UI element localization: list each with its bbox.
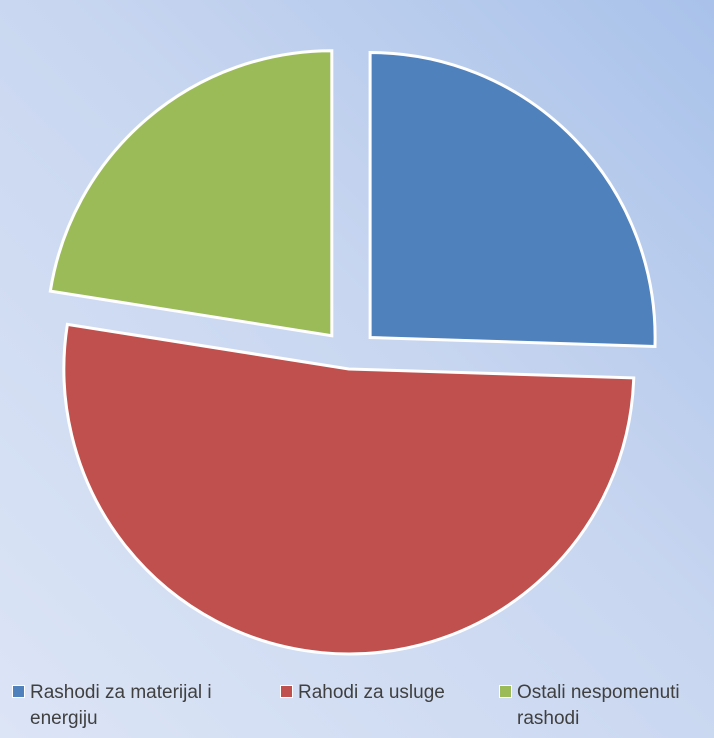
- legend-swatch-red: [280, 685, 293, 698]
- slice-usluge: [62, 322, 636, 656]
- legend-label-usluge: Rahodi za usluge: [298, 682, 445, 703]
- legend-item-ostali: Ostali nespomenuti rashodi: [499, 680, 704, 732]
- legend: Rashodi za materijal i energiju Rahodi z…: [0, 680, 714, 738]
- pie-chart: [48, 49, 657, 656]
- legend-swatch-blue: [12, 685, 25, 698]
- legend-item-usluge: Rahodi za usluge: [280, 680, 480, 706]
- legend-swatch-green: [499, 685, 512, 698]
- legend-label-materijal: Rashodi za materijal i energiju: [30, 682, 212, 729]
- slice-materijal: [368, 51, 657, 349]
- legend-item-materijal: Rashodi za materijal i energiju: [12, 680, 262, 732]
- slice-ostali: [48, 49, 334, 338]
- legend-label-ostali: Ostali nespomenuti rashodi: [517, 682, 680, 729]
